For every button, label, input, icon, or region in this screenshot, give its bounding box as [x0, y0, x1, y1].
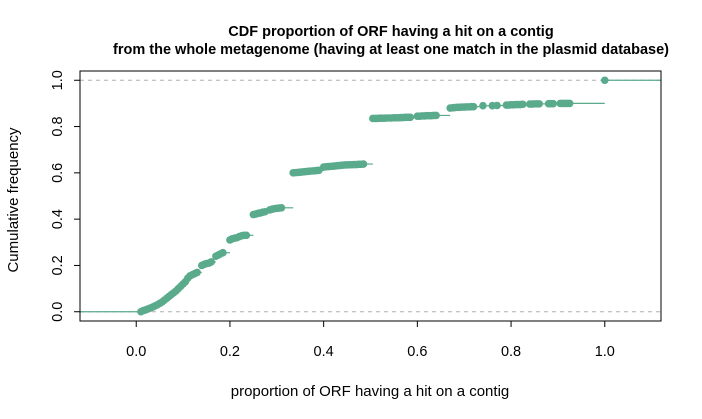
- x-tick-label: 0.0: [126, 344, 146, 360]
- data-point: [493, 101, 501, 110]
- data-point: [518, 100, 527, 109]
- data-point: [277, 204, 286, 212]
- x-tick-label: 0.4: [314, 344, 334, 360]
- chart-title-line-1: CDF proportion of ORF having a hit on a …: [228, 24, 553, 40]
- x-tick-label: 0.6: [407, 344, 427, 360]
- data-point: [219, 248, 227, 257]
- data-point: [193, 268, 201, 277]
- cdf-series: [80, 76, 661, 316]
- y-tick-label: 0.8: [50, 116, 66, 136]
- data-point: [535, 100, 543, 108]
- y-tick-label: 1.0: [50, 70, 66, 90]
- y-axis: 0.0 0.2 0.4 0.6 0.8 1.0: [50, 70, 80, 322]
- data-point: [406, 113, 415, 122]
- y-tick-label: 0.0: [50, 302, 66, 322]
- data-point: [549, 99, 558, 108]
- x-tick-label: 0.8: [501, 344, 521, 360]
- y-tick-label: 0.2: [50, 255, 66, 275]
- data-point: [565, 99, 574, 108]
- data-point: [600, 76, 609, 85]
- x-axis-label: proportion of ORF having a hit on a cont…: [231, 383, 510, 400]
- x-tick-label: 0.2: [220, 344, 240, 360]
- plot-frame: [79, 70, 662, 322]
- y-axis-label: Cumulative frequency: [5, 127, 22, 273]
- data-point: [242, 231, 251, 240]
- data-point: [207, 258, 215, 266]
- chart-title-line-2: from the whole metagenome (having at lea…: [113, 42, 669, 58]
- y-tick-label: 0.4: [50, 209, 66, 229]
- data-point: [469, 102, 478, 111]
- data-point: [479, 101, 487, 110]
- reference-lines: [80, 79, 661, 313]
- y-tick-label: 0.6: [50, 163, 66, 183]
- x-tick-label: 1.0: [595, 344, 615, 360]
- x-axis: 0.0 0.2 0.4 0.6 0.8 1.0: [126, 321, 615, 360]
- data-point: [359, 160, 368, 168]
- data-point: [432, 111, 440, 120]
